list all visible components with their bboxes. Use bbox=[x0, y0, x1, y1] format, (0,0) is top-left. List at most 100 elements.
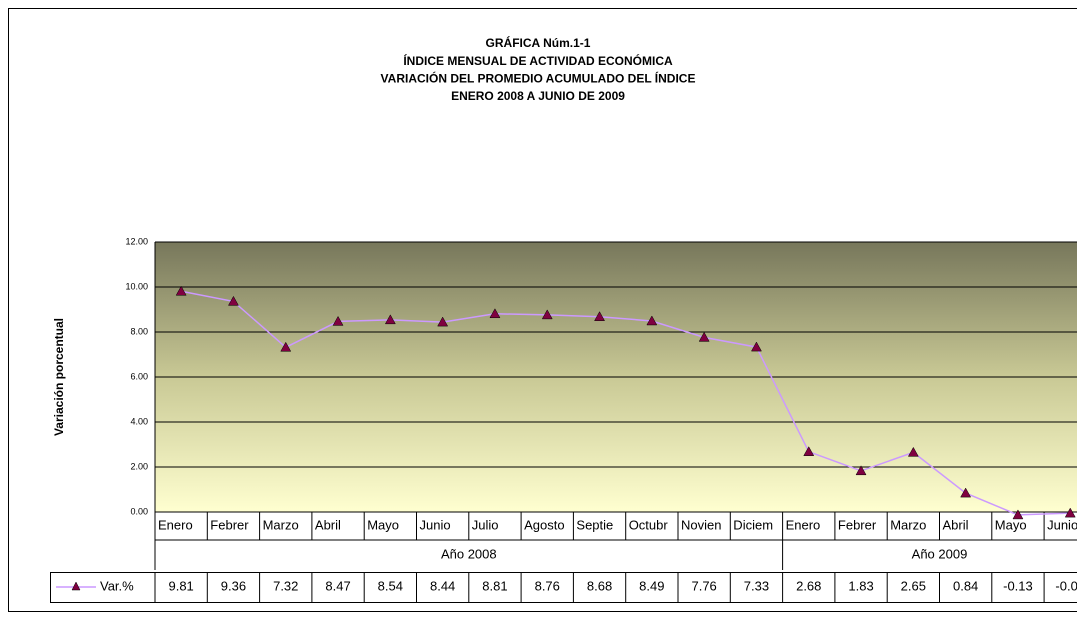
marker bbox=[437, 316, 449, 327]
marker bbox=[384, 314, 396, 325]
value-cell: 8.44 bbox=[430, 578, 455, 593]
x-tick-label: Febrer bbox=[210, 517, 249, 532]
y-tick-label: 10.00 bbox=[125, 281, 148, 291]
category-cell: Agosto bbox=[524, 517, 564, 532]
x-tick-label: Diciem bbox=[733, 517, 773, 532]
x-tick-label: Septie bbox=[576, 517, 613, 532]
marker bbox=[228, 295, 239, 306]
value-cell: 8.47 bbox=[325, 578, 350, 593]
x-tick-label: Abril bbox=[943, 517, 969, 532]
value-cell: 8.49 bbox=[639, 578, 664, 593]
y-tick-label: 8.00 bbox=[130, 326, 148, 336]
category-cell: Enero bbox=[158, 517, 193, 532]
data-label: 8.54 bbox=[378, 578, 403, 593]
data-label: 2.65 bbox=[901, 578, 926, 593]
value-cell: 2.68 bbox=[796, 578, 821, 593]
x-tick-label: Junio bbox=[420, 517, 451, 532]
x-tick-label: Mayo bbox=[995, 517, 1027, 532]
value-cell: 9.36 bbox=[221, 578, 246, 593]
category-cell: Mayo bbox=[367, 517, 399, 532]
value-cell: 7.76 bbox=[691, 578, 716, 593]
marker bbox=[332, 315, 344, 326]
category-cell: Abril bbox=[943, 517, 969, 532]
category-cell: Junio bbox=[420, 517, 451, 532]
group-label: Año 2008 bbox=[441, 546, 497, 561]
y-tick-label: 12.00 bbox=[125, 236, 148, 246]
y-tick-label: 6.00 bbox=[130, 371, 148, 381]
marker bbox=[698, 331, 710, 342]
category-cell: Junio bbox=[1047, 517, 1077, 532]
y-tick-label: 2.00 bbox=[130, 461, 148, 471]
data-label: 8.81 bbox=[482, 578, 507, 593]
data-label: -0.13 bbox=[1003, 578, 1033, 593]
data-label: 7.33 bbox=[744, 578, 769, 593]
legend-marker bbox=[71, 581, 81, 591]
marker bbox=[541, 309, 553, 320]
data-label: 2.68 bbox=[796, 578, 821, 593]
x-tick-label: Mayo bbox=[367, 517, 399, 532]
series-line bbox=[181, 290, 1071, 516]
category-cell: Octubr bbox=[629, 517, 669, 532]
x-tick-label: Julio bbox=[472, 517, 499, 532]
marker bbox=[280, 341, 292, 352]
data-label: 8.76 bbox=[535, 578, 560, 593]
x-tick-label: Junio bbox=[1047, 517, 1077, 532]
data-label: 9.36 bbox=[221, 578, 246, 593]
data-label: 9.81 bbox=[168, 578, 193, 593]
value-cell: 8.76 bbox=[535, 578, 560, 593]
value-cell: 8.68 bbox=[587, 578, 612, 593]
category-cell: Marzo bbox=[890, 517, 926, 532]
marker bbox=[751, 341, 762, 352]
chart-title: VARIACIÓN DEL PROMEDIO ACUMULADO DEL ÍND… bbox=[381, 70, 696, 85]
x-tick-label: Marzo bbox=[890, 517, 926, 532]
data-label: 0.84 bbox=[953, 578, 978, 593]
data-label: 8.44 bbox=[430, 578, 455, 593]
data-label: 8.49 bbox=[639, 578, 664, 593]
category-cell: Abril bbox=[315, 517, 341, 532]
legend-label: Var.% bbox=[100, 578, 134, 593]
marker bbox=[175, 285, 187, 296]
category-cell: Enero bbox=[786, 517, 821, 532]
y-tick-label: 0.00 bbox=[130, 506, 148, 516]
data-label: 8.68 bbox=[587, 578, 612, 593]
category-cell: Mayo bbox=[995, 517, 1027, 532]
category-cell: Novien bbox=[681, 517, 721, 532]
table-row bbox=[50, 572, 1077, 603]
x-tick-label: Octubr bbox=[629, 517, 669, 532]
value-cell: 2.65 bbox=[901, 578, 926, 593]
marker bbox=[803, 446, 815, 456]
data-label: 7.32 bbox=[273, 578, 298, 593]
data-label: -0.05 bbox=[1055, 578, 1077, 593]
category-cell: Marzo bbox=[263, 517, 299, 532]
value-cell: 1.83 bbox=[848, 578, 873, 593]
value-cell: -0.05 bbox=[1055, 578, 1077, 593]
marker bbox=[855, 465, 867, 476]
value-cell: 9.81 bbox=[168, 578, 193, 593]
value-cell: 7.33 bbox=[744, 578, 769, 593]
value-cell: -0.13 bbox=[1003, 578, 1033, 593]
marker bbox=[646, 315, 658, 326]
marker bbox=[907, 446, 919, 457]
chart-title: GRÁFICA Núm.1-1 bbox=[486, 35, 591, 50]
marker bbox=[1064, 507, 1076, 518]
series bbox=[175, 285, 1076, 520]
marker bbox=[489, 308, 501, 319]
chart-title: ENERO 2008 A JUNIO DE 2009 bbox=[451, 89, 625, 103]
marker bbox=[1012, 509, 1024, 520]
category-cell: Septie bbox=[576, 517, 613, 532]
data-label: 1.83 bbox=[848, 578, 873, 593]
marker bbox=[960, 487, 972, 498]
x-tick-label: Febrer bbox=[838, 517, 877, 532]
category-cell: Julio bbox=[472, 517, 499, 532]
x-tick-label: Novien bbox=[681, 517, 721, 532]
y-axis-label: Variación porcentual bbox=[52, 318, 66, 436]
marker bbox=[594, 311, 605, 321]
x-tick-label: Enero bbox=[786, 517, 821, 532]
category-cell: Diciem bbox=[733, 517, 773, 532]
category-cell: Febrer bbox=[838, 517, 877, 532]
value-cell: 8.54 bbox=[378, 578, 403, 593]
y-tick-label: 4.00 bbox=[130, 416, 148, 426]
group-label: Año 2009 bbox=[912, 546, 968, 561]
value-cell: 7.32 bbox=[273, 578, 298, 593]
